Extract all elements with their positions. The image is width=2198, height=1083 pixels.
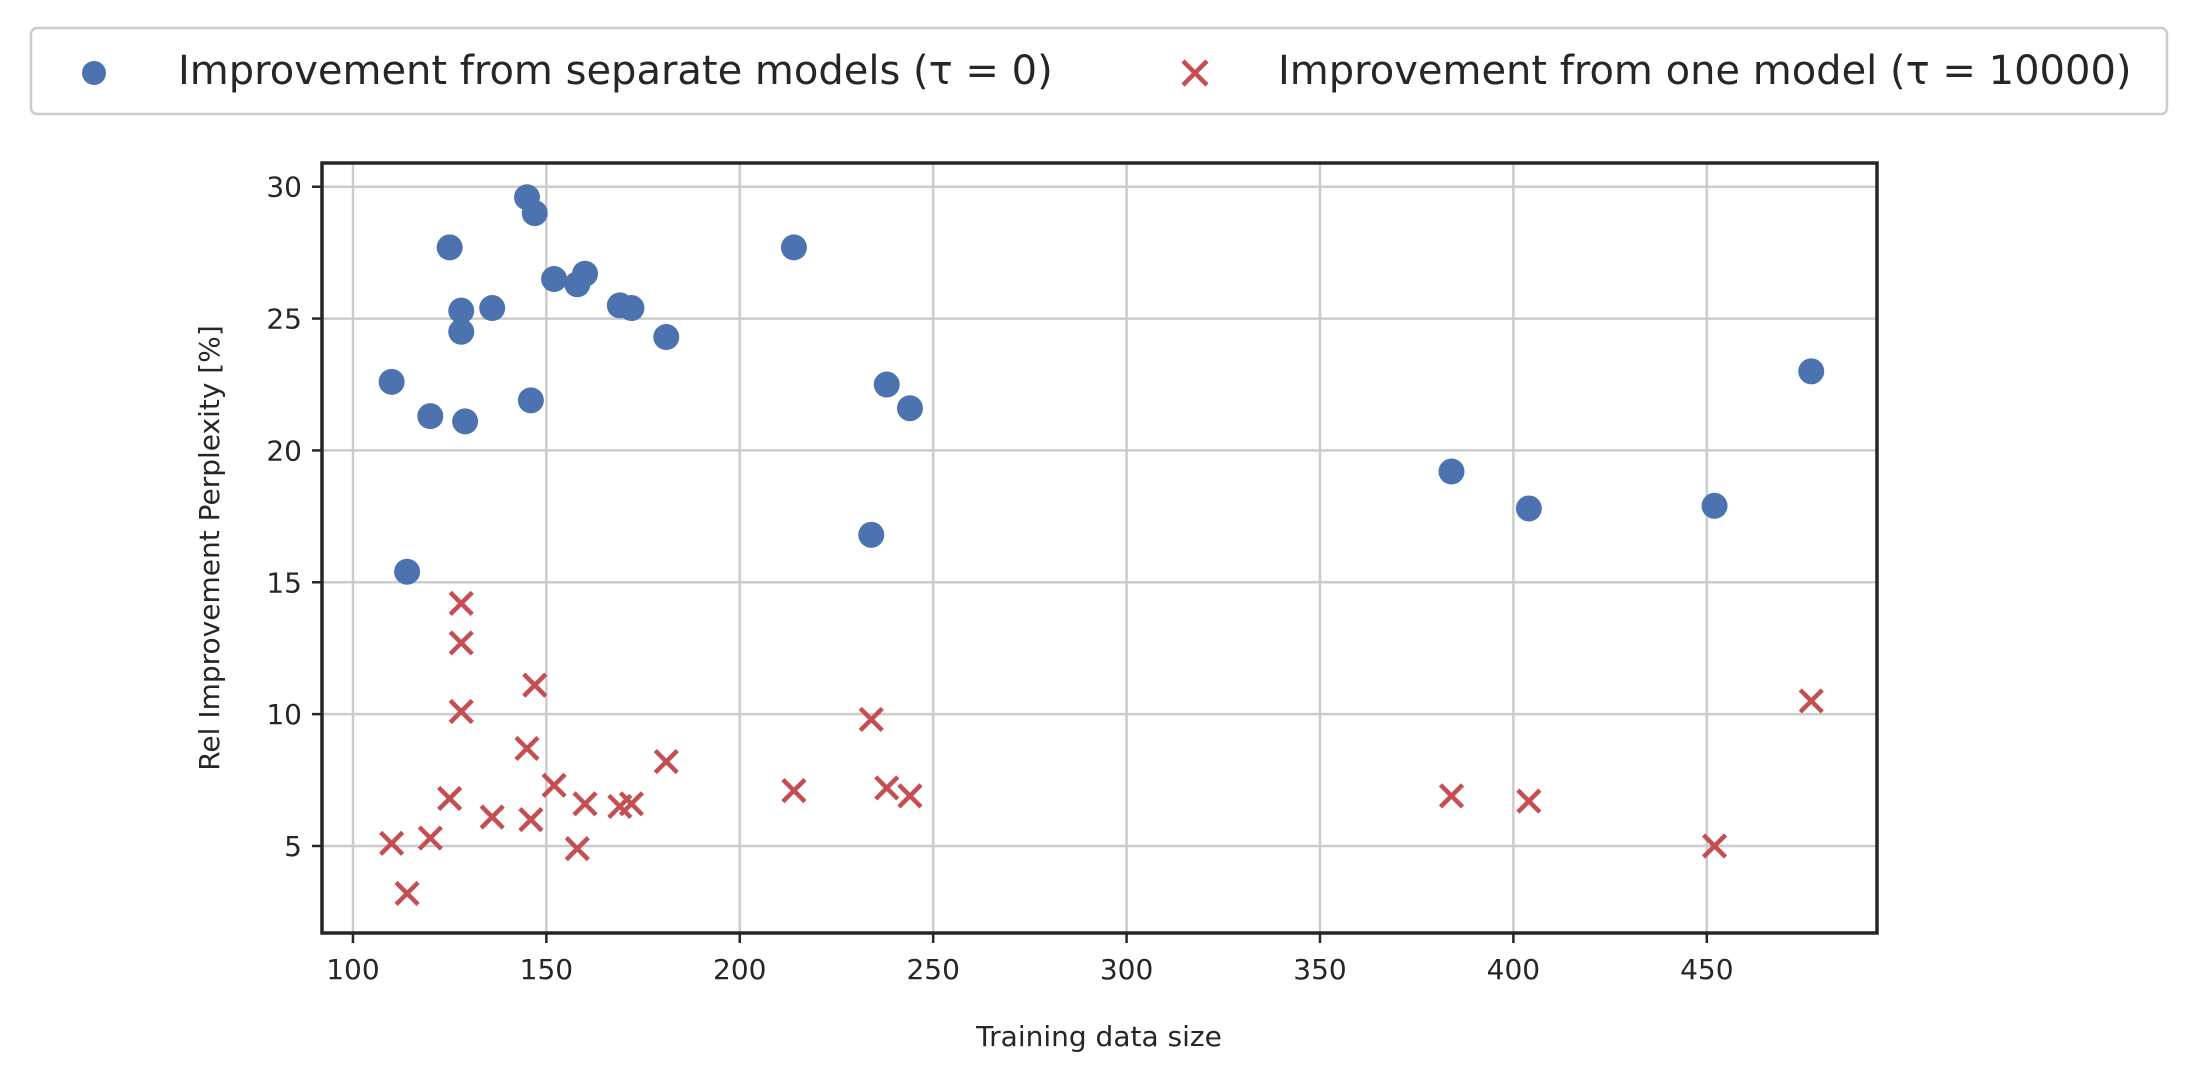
x-axis-title: Training data size: [975, 1020, 1222, 1053]
x-axis-ticks: 100 150 200 250 300 350 400 450: [326, 933, 1734, 986]
x-tick-label: 400: [1487, 953, 1540, 986]
data-point-separate-models: [436, 234, 463, 261]
data-point-separate-models: [780, 234, 807, 261]
legend-marker-separate-models: [82, 61, 106, 85]
data-point-separate-models: [394, 558, 421, 585]
data-point-one-model: [1798, 688, 1824, 714]
y-tick-label: 10: [266, 698, 302, 731]
data-point-one-model: [479, 804, 505, 830]
y-tick-label: 25: [266, 303, 302, 336]
data-point-one-model: [897, 783, 923, 809]
data-point-separate-models: [448, 297, 475, 324]
x-tick-label: 350: [1293, 953, 1346, 986]
data-point-one-model: [437, 785, 463, 812]
x-tick-label: 450: [1680, 953, 1733, 986]
data-point-separate-models: [448, 318, 475, 345]
data-point-one-model: [541, 772, 567, 798]
data-point-one-model: [1516, 788, 1542, 814]
data-point-one-model: [1701, 833, 1728, 859]
data-point-separate-models: [653, 324, 680, 351]
data-point-one-model: [1438, 783, 1465, 809]
series-separate-models: [378, 184, 1825, 585]
data-point-one-model: [394, 880, 420, 907]
y-tick-label: 20: [266, 434, 302, 467]
data-point-one-model: [518, 807, 544, 833]
data-point-one-model: [564, 836, 590, 862]
legend-label-one-model: Improvement from one model (τ = 10000): [1278, 48, 2132, 94]
data-point-separate-models: [618, 295, 645, 322]
data-point-separate-models: [1438, 458, 1465, 485]
data-point-one-model: [522, 672, 548, 698]
data-point-one-model: [781, 778, 807, 804]
legend-frame: [29, 26, 2169, 116]
y-tick-label: 30: [266, 171, 302, 204]
data-point-separate-models: [517, 387, 544, 414]
y-tick-label: 5: [284, 830, 302, 863]
data-point-one-model: [448, 630, 474, 656]
data-point-one-model: [448, 698, 474, 725]
data-point-separate-models: [572, 260, 599, 287]
x-tick-label: 150: [520, 953, 573, 986]
data-point-one-model: [448, 590, 474, 616]
data-point-separate-models: [1798, 358, 1825, 385]
data-point-one-model: [874, 775, 900, 801]
plot-frame: [320, 161, 1879, 935]
data-point-separate-models: [479, 295, 506, 322]
y-axis-ticks: 5 10 15 20 25 30: [266, 171, 322, 863]
data-point-separate-models: [873, 371, 900, 398]
data-point-separate-models: [378, 368, 405, 395]
series-one-model: [379, 590, 1824, 907]
y-axis-title: Rel Improvement Perplexity [%]: [193, 325, 226, 771]
data-point-one-model: [653, 749, 679, 775]
x-tick-label: 200: [713, 953, 766, 986]
legend-marker-one-model: [1181, 59, 1209, 87]
x-tick-label: 100: [326, 953, 379, 986]
y-tick-label: 15: [266, 566, 302, 599]
data-point-separate-models: [521, 200, 548, 227]
data-point-separate-models: [1701, 492, 1728, 519]
data-point-one-model: [514, 735, 540, 762]
data-point-one-model: [858, 706, 884, 732]
data-point-separate-models: [541, 266, 568, 293]
legend-label-separate-models: Improvement from separate models (τ = 0): [178, 48, 1053, 94]
data-point-one-model: [417, 825, 443, 851]
legend: Improvement from separate models (τ = 0)…: [29, 26, 2169, 116]
data-point-one-model: [572, 791, 598, 817]
data-point-one-model: [618, 791, 645, 817]
data-point-separate-models: [1515, 495, 1542, 522]
data-point-one-model: [379, 830, 405, 856]
data-point-separate-models: [417, 403, 444, 430]
grid: [322, 163, 1877, 933]
data-point-separate-models: [452, 408, 479, 435]
data-point-separate-models: [858, 521, 885, 548]
x-tick-label: 300: [1100, 953, 1153, 986]
x-tick-label: 250: [906, 953, 959, 986]
data-point-separate-models: [896, 395, 923, 422]
